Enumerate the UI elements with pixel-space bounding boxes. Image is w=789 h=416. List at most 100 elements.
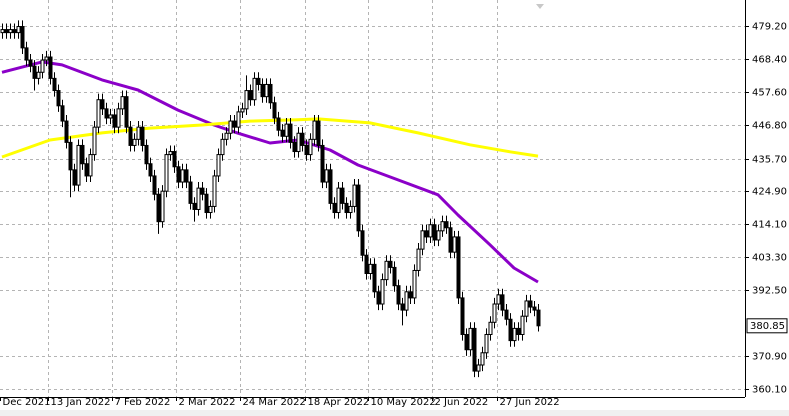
candle-body: [72, 169, 77, 186]
candle-body: [356, 184, 361, 232]
candle-body: [276, 117, 281, 131]
candle-body: [424, 230, 429, 238]
candle-body: [360, 230, 365, 256]
candle-body: [64, 120, 69, 143]
candle-body: [36, 71, 41, 79]
y-tick-label: 403.30: [752, 253, 787, 264]
candle-body: [192, 202, 197, 210]
candle-body: [480, 352, 485, 366]
candle-body: [28, 59, 33, 67]
candle-body: [348, 205, 353, 214]
y-tick-label: 457.60: [752, 88, 787, 99]
candle-body: [364, 254, 369, 275]
candle-body: [340, 187, 345, 204]
candle-body: [264, 83, 269, 98]
candle-body: [116, 108, 121, 128]
candle-body: [240, 108, 245, 113]
shift-marker: [536, 4, 544, 9]
current-price-box: [746, 318, 788, 334]
candle-body: [312, 120, 317, 140]
candle-body: [352, 184, 357, 207]
candle-body: [536, 309, 541, 327]
candle-body: [488, 321, 493, 335]
axis-labels: 479.20 468.40 457.60 446.80 435.70 424.90 414.…: [0, 22, 788, 408]
candle-body: [20, 26, 25, 49]
candle-body: [416, 248, 421, 271]
candle-body: [156, 193, 161, 223]
candle-body: [52, 77, 57, 92]
candle-body: [248, 90, 253, 101]
candle-body: [84, 163, 89, 177]
candle-body: [328, 169, 333, 204]
candle-body: [204, 193, 209, 214]
candle-body: [188, 181, 193, 204]
candle-body: [336, 187, 341, 214]
candle-body: [88, 154, 93, 177]
candle-body: [12, 29, 17, 34]
candle-body: [8, 29, 13, 34]
candle-body: [48, 56, 53, 79]
candle-body: [472, 327, 477, 372]
candle-body: [444, 221, 449, 229]
candle-body: [296, 132, 301, 153]
candle-body: [388, 260, 393, 268]
candle-body: [400, 303, 405, 311]
candle-body: [16, 26, 21, 34]
candle-body: [280, 129, 285, 137]
candle-body: [32, 65, 37, 79]
candle-body: [128, 126, 133, 146]
candle-body: [112, 114, 117, 128]
candle-body: [200, 187, 205, 195]
candle-body: [380, 279, 385, 305]
candle-body: [140, 126, 145, 146]
x-tick-label: 24 Mar 2022: [243, 397, 306, 408]
candle-body: [500, 294, 505, 311]
current-price-label: 380.85: [750, 321, 785, 332]
x-tick-label: 18 Apr 2022: [308, 397, 370, 408]
candle-body: [184, 169, 189, 183]
candle-body: [404, 291, 409, 311]
candle-body: [320, 144, 325, 183]
candle-body: [132, 138, 137, 146]
candle-body: [224, 132, 229, 140]
candle-body: [100, 99, 105, 110]
candle-body: [0, 29, 5, 34]
candle-body: [40, 59, 45, 73]
candle-body: [168, 151, 173, 156]
candle-body: [292, 141, 297, 153]
candle-body: [228, 120, 233, 134]
candle-body: [308, 138, 313, 156]
candle-body: [136, 126, 141, 140]
candle-body: [108, 114, 113, 119]
candle-body: [476, 364, 481, 372]
y-tick-label: 392.50: [752, 286, 787, 297]
x-tick-label: 2 Mar 2022: [179, 397, 236, 408]
candle-body: [396, 285, 401, 305]
x-tick-label: Dec 2021: [3, 397, 51, 408]
candle-body: [508, 318, 513, 342]
candle-body: [236, 111, 241, 128]
candle-body: [460, 297, 465, 335]
candle-body: [4, 29, 9, 34]
candle-body: [172, 151, 177, 168]
candle-body: [208, 205, 213, 214]
candle-body: [104, 108, 109, 119]
candle-body: [512, 327, 517, 342]
candle-body: [376, 291, 381, 305]
candle-body: [324, 169, 329, 183]
candle-body: [532, 306, 537, 311]
candle-body: [412, 269, 417, 299]
x-tick-label: 27 Jun 2022: [500, 397, 560, 408]
moving-averages: [1, 60, 539, 284]
moving-average: [1, 117, 539, 159]
x-tick-label: 7 Feb 2022: [115, 397, 171, 408]
candle-body: [392, 266, 397, 287]
candle-body: [160, 190, 165, 223]
candles: [0, 20, 541, 378]
candle-body: [504, 309, 509, 320]
candle-body: [56, 90, 61, 107]
candle-body: [436, 230, 441, 241]
grid: [0, 0, 745, 397]
